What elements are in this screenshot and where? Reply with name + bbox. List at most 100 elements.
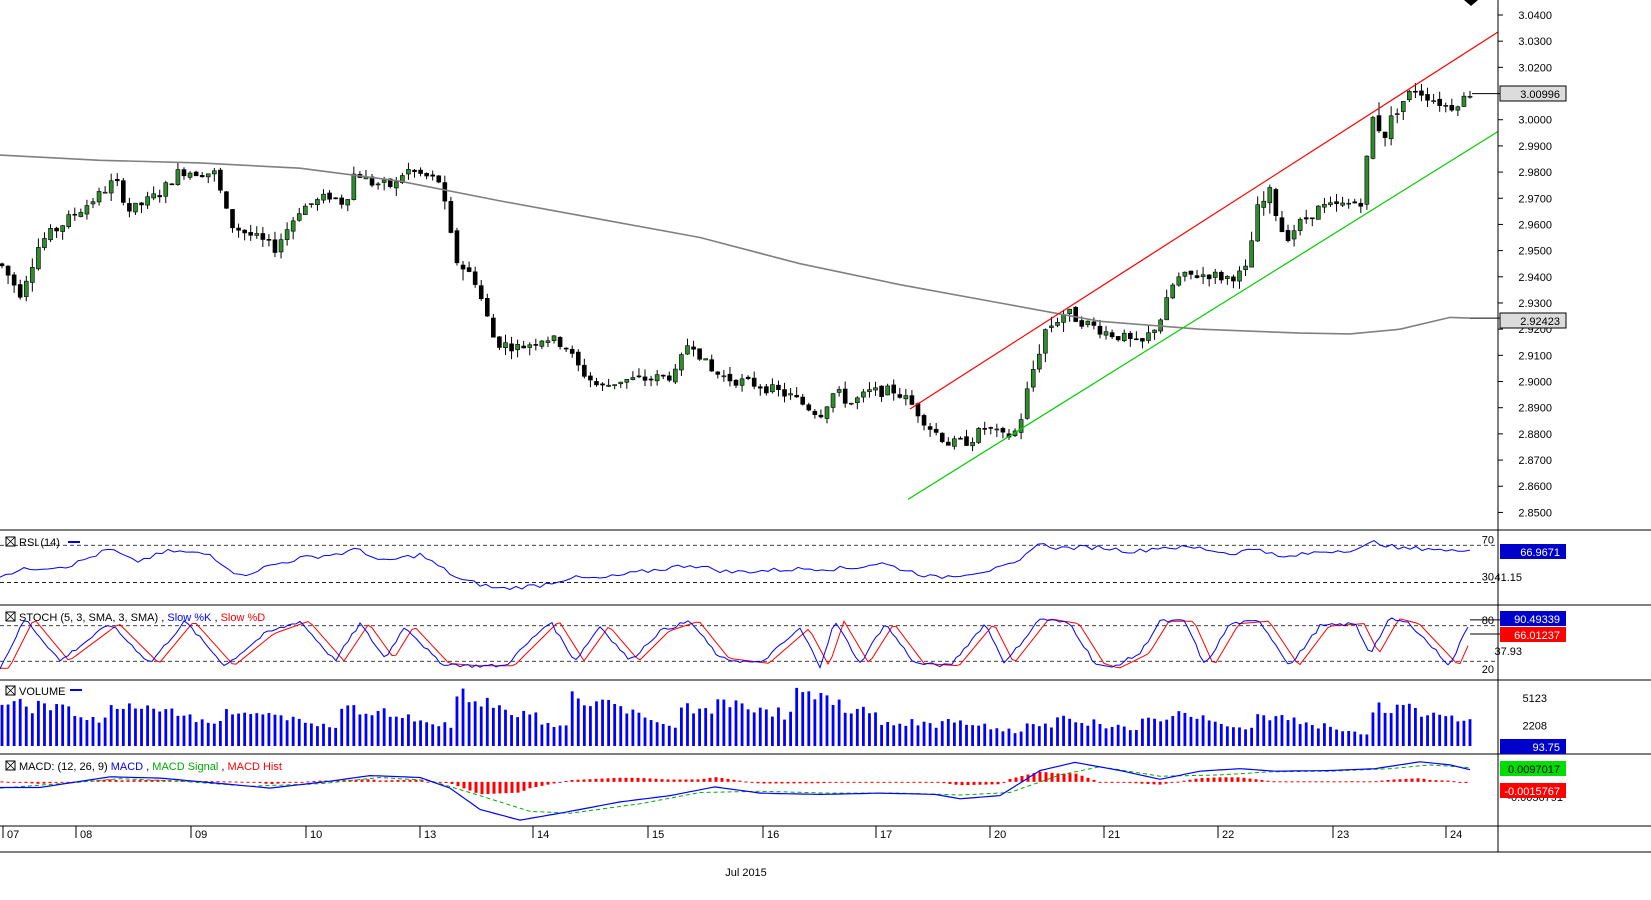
candle — [600, 382, 605, 392]
macd-hist-bar — [552, 781, 556, 784]
macd-hist-bar — [654, 778, 658, 782]
macd-hist-bar — [786, 781, 790, 784]
candle — [151, 186, 156, 201]
candle — [1279, 210, 1285, 233]
macd-hist-bar — [498, 781, 502, 794]
candle — [290, 216, 296, 240]
volume-header: VOLUME — [5, 685, 82, 698]
macd-hist-bar — [960, 781, 964, 786]
candle — [994, 423, 1000, 438]
volume-bar — [425, 722, 429, 746]
candle — [30, 258, 35, 292]
volume-bar — [91, 716, 95, 746]
candle — [952, 435, 957, 450]
candle — [121, 177, 126, 206]
volume-bar — [692, 713, 695, 746]
volume-bar — [194, 722, 198, 746]
macd-hist-bar — [1134, 781, 1138, 784]
candle — [982, 421, 988, 435]
macd-hist-bar — [768, 781, 772, 784]
candle — [515, 339, 520, 358]
volume-bar — [1134, 730, 1138, 746]
candle — [54, 226, 59, 238]
macd-hist-bar — [1410, 778, 1414, 782]
candle — [1334, 194, 1339, 212]
candle — [509, 336, 514, 360]
volume-bar — [376, 711, 380, 746]
volume-bar — [1462, 720, 1466, 746]
volume-bar — [1098, 723, 1102, 746]
volume-bar — [801, 692, 805, 746]
volume-bar — [1383, 712, 1387, 746]
volume-bar — [667, 725, 671, 746]
candle — [5, 265, 11, 284]
macd-hist-bar — [132, 780, 136, 782]
candle — [145, 191, 150, 209]
macd-hist-bar — [684, 779, 688, 782]
candle — [715, 371, 721, 379]
macd-hist-bar — [12, 781, 16, 783]
volume-bar — [1450, 715, 1454, 746]
x-tick-label: 16 — [767, 829, 779, 841]
macd-hist-bar — [18, 781, 22, 783]
macd-hist-bar — [336, 780, 340, 782]
y-tick-label: 2.8800 — [1518, 429, 1552, 441]
volume-bar — [777, 707, 780, 746]
candle — [430, 170, 435, 181]
macd-hist-bar — [444, 781, 448, 784]
volume-bar — [1268, 720, 1272, 746]
y-tick-label: 2.9000 — [1518, 377, 1552, 389]
macd-hist-bar — [228, 781, 232, 783]
macd-signal-label: MACD Signal — [152, 761, 218, 773]
macd-hist-bar — [300, 781, 304, 783]
macd-hist-bar — [1140, 781, 1144, 784]
candle — [654, 369, 660, 386]
volume-bar — [1195, 718, 1199, 746]
volume-bar — [1426, 715, 1429, 746]
rsi-level-label: 70 — [1482, 534, 1494, 546]
candle — [1176, 272, 1182, 287]
macd-hist-bar — [360, 779, 364, 782]
volume-bar — [728, 707, 732, 746]
volume-bar — [309, 723, 313, 746]
candle — [1097, 319, 1103, 339]
rsi-line — [0, 540, 1471, 591]
x-tick-label: 20 — [994, 829, 1006, 841]
candle — [484, 293, 490, 317]
candle — [1164, 289, 1169, 321]
macd-hist-bar — [822, 781, 826, 784]
volume-bar — [49, 710, 52, 746]
macd-hist-bar — [294, 781, 298, 783]
candle — [533, 338, 539, 351]
volume-bar — [601, 699, 604, 746]
volume-bar — [619, 706, 623, 746]
macd-hist-bar — [1404, 778, 1408, 782]
macd-hist-bar — [1428, 779, 1432, 782]
candle — [11, 272, 17, 293]
volume-bar — [1298, 724, 1302, 746]
scroll-marker-icon[interactable] — [1464, 0, 1478, 6]
candle — [1194, 269, 1200, 279]
volume-bar — [595, 701, 598, 746]
volume-bar — [85, 720, 89, 746]
volume-bar — [631, 709, 635, 746]
volume-bar — [570, 691, 574, 746]
x-tick-label: 08 — [80, 829, 92, 841]
candle — [157, 189, 163, 203]
candle — [72, 207, 78, 221]
macd-hist-bar — [1332, 781, 1336, 783]
macd-hist-bar — [750, 781, 754, 783]
candle — [1297, 217, 1303, 236]
macd-hist-bar — [1236, 777, 1240, 782]
volume-bar — [1043, 723, 1047, 746]
candle — [1043, 328, 1048, 363]
macd-hist-bar — [504, 781, 508, 794]
macd-hist-bar — [1200, 778, 1204, 782]
macd-hist-bar — [870, 781, 874, 783]
candle — [1382, 131, 1388, 147]
macd-hist-bar — [378, 780, 382, 782]
volume-bar — [485, 697, 489, 746]
candle — [521, 340, 526, 349]
y-tick-label: 2.8700 — [1518, 455, 1552, 467]
y-tick-label: 3.0200 — [1518, 62, 1552, 74]
